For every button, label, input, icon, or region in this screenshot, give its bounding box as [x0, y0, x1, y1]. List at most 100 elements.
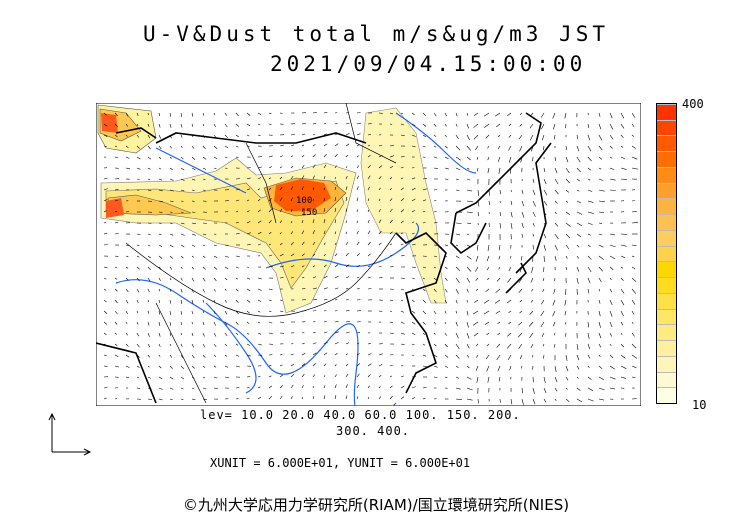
wind-arrow: [598, 244, 604, 248]
wind-arrow: [466, 299, 468, 303]
wind-arrow: [565, 178, 570, 184]
wind-arrow: [476, 156, 479, 160]
wind-arrow: [191, 398, 196, 401]
wind-arrow: [246, 210, 250, 213]
color-scale-bar: [656, 103, 677, 404]
wind-arrow: [378, 176, 382, 180]
wind-arrow: [367, 209, 370, 213]
wind-arrow: [598, 211, 604, 213]
wind-arrow: [433, 167, 438, 169]
wind-arrow: [103, 310, 108, 314]
wind-arrow: [543, 376, 546, 383]
wind-arrow: [609, 376, 616, 380]
wind-arrow: [529, 310, 534, 315]
wind-arrow: [114, 211, 118, 213]
wind-arrow: [213, 310, 216, 315]
wind-arrow: [169, 376, 174, 380]
wind-arrow: [576, 343, 579, 350]
wind-arrow: [312, 299, 317, 301]
wind-arrow: [301, 342, 305, 345]
wind-arrow: [169, 343, 172, 347]
wind-arrow: [279, 166, 282, 169]
wind-arrow: [290, 209, 293, 213]
wind-arrow: [631, 365, 637, 369]
wind-arrow: [455, 145, 461, 151]
wind-arrow: [378, 364, 383, 367]
wind-arrow: [565, 167, 570, 174]
wind-arrow: [631, 255, 635, 258]
wind-arrow: [279, 197, 283, 202]
wind-arrow: [476, 354, 479, 358]
wind-arrow: [565, 354, 568, 361]
wind-arrow: [323, 143, 328, 147]
colorbar-band: [657, 166, 676, 183]
wind-arrow: [246, 134, 250, 137]
wind-arrow: [497, 332, 501, 336]
wind-arrow: [433, 332, 436, 335]
wind-arrow: [290, 133, 295, 136]
wind-arrow: [367, 343, 371, 345]
wind-arrow: [367, 288, 372, 290]
wind-arrow: [631, 332, 635, 337]
wind-arrow: [312, 112, 317, 114]
wind-arrow: [235, 123, 240, 127]
wind-arrow: [213, 123, 216, 127]
wind-arrow: [466, 189, 473, 192]
wind-arrow: [444, 310, 447, 314]
wind-arrow: [422, 221, 426, 224]
wind-arrow: [400, 321, 405, 324]
wind-arrow: [564, 112, 567, 119]
wind-arrow: [334, 395, 337, 400]
wind-arrow: [246, 188, 251, 191]
wind-arrow: [631, 299, 636, 305]
wind-arrow: [235, 145, 239, 148]
wind-arrow: [378, 353, 383, 356]
wind-arrow: [400, 220, 404, 224]
wind-arrow: [257, 177, 262, 180]
wind-arrow: [224, 145, 229, 149]
wind-arrow: [530, 277, 534, 283]
wind-arrow: [169, 321, 171, 326]
wind-arrow: [609, 354, 614, 359]
colorbar-max-label: 400: [682, 97, 704, 111]
wind-arrow: [334, 253, 338, 257]
wind-arrow: [257, 166, 262, 169]
wind-arrow: [345, 241, 348, 246]
wind-arrow: [136, 321, 139, 325]
wind-arrow: [169, 354, 173, 358]
wind-arrow: [422, 178, 427, 180]
wind-arrow: [125, 343, 129, 347]
wind-arrow: [422, 310, 427, 315]
wind-arrow: [334, 165, 337, 169]
wind-arrow: [345, 154, 349, 158]
wind-arrow: [334, 287, 339, 290]
wind-arrow: [290, 197, 293, 202]
wind-arrow: [620, 266, 624, 269]
wind-arrow: [565, 123, 567, 129]
wind-arrow: [312, 276, 317, 279]
wind-arrow: [455, 332, 459, 339]
wind-arrow: [136, 376, 140, 379]
wind-vectors: [103, 112, 638, 405]
wind-arrow: [224, 343, 228, 347]
wind-arrow: [323, 321, 327, 323]
wind-arrow: [530, 112, 534, 116]
wind-arrow: [180, 266, 183, 269]
wind-arrow: [532, 398, 536, 405]
wind-arrow: [202, 321, 205, 326]
wind-arrow: [345, 395, 348, 400]
wind-arrow: [356, 122, 361, 125]
wind-arrow: [202, 156, 207, 160]
wind-arrow: [497, 134, 501, 138]
wind-arrow: [235, 156, 239, 158]
wind-arrow: [312, 208, 314, 213]
wind-arrow: [345, 320, 350, 323]
wind-arrow: [433, 376, 438, 378]
wind-arrow: [565, 365, 569, 372]
wind-arrow: [235, 288, 239, 292]
wind-arrow: [180, 189, 185, 192]
wind-arrow: [598, 343, 602, 348]
wind-arrow: [541, 134, 545, 141]
wind-arrow: [323, 287, 328, 290]
wind-arrow: [620, 178, 627, 180]
